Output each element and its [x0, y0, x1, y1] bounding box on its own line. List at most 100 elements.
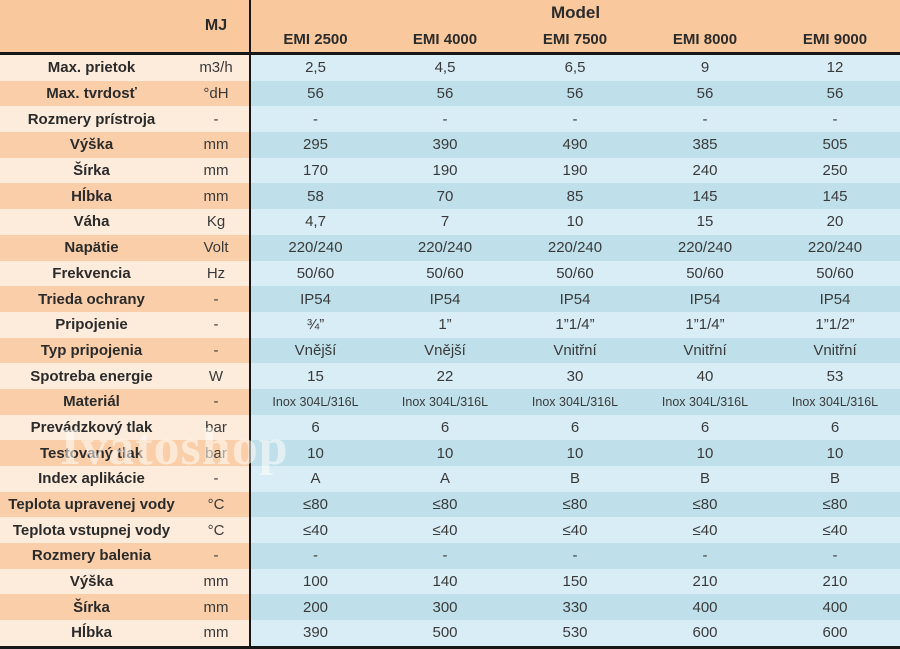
spec-label: Teplota upravenej vody: [0, 491, 183, 518]
spec-label: Pripojenie: [0, 311, 183, 338]
spec-unit: bar: [183, 414, 250, 441]
spec-label: Materiál: [0, 388, 183, 415]
table-row: Hĺbka mm 58 70 85 145 145: [0, 183, 900, 210]
spec-value: -: [380, 543, 510, 569]
spec-value: 530: [510, 620, 640, 649]
spec-value: 50/60: [510, 260, 640, 287]
spec-value: B: [510, 466, 640, 492]
spec-value: 220/240: [510, 234, 640, 261]
spec-unit: mm: [183, 594, 250, 621]
spec-value: 50/60: [249, 260, 380, 287]
spec-value: 4,7: [249, 209, 380, 235]
spec-value: 220/240: [249, 234, 380, 261]
spec-value: 50/60: [770, 260, 900, 287]
spec-unit: -: [183, 106, 250, 133]
spec-unit: mm: [183, 183, 250, 210]
spec-value: -: [640, 543, 770, 569]
spec-value: 10: [640, 440, 770, 466]
spec-value: 385: [640, 132, 770, 158]
table-row: Pripojenie - ¾” 1” 1”1/4” 1”1/4” 1”1/2”: [0, 311, 900, 338]
spec-value: 22: [380, 363, 510, 389]
spec-value: -: [249, 106, 380, 133]
spec-label: Frekvencia: [0, 260, 183, 287]
spec-value: 9: [640, 53, 770, 81]
spec-unit: -: [183, 543, 250, 569]
spec-value: 56: [249, 80, 380, 107]
spec-value: IP54: [510, 286, 640, 312]
table-row: Váha Kg 4,7 7 10 15 20: [0, 209, 900, 235]
spec-label: Index aplikácie: [0, 466, 183, 492]
spec-value: Vnější: [380, 337, 510, 364]
spec-value: 56: [640, 80, 770, 107]
spec-value: 500: [380, 620, 510, 649]
spec-value: 170: [249, 157, 380, 184]
spec-unit: mm: [183, 620, 250, 649]
table-row: Index aplikácie - A A B B B: [0, 466, 900, 492]
table-row: Napätie Volt 220/240 220/240 220/240 220/240 2…: [0, 234, 900, 261]
spec-value: 190: [510, 157, 640, 184]
spec-value: ≤80: [249, 491, 380, 518]
spec-value: -: [510, 543, 640, 569]
spec-label: Trieda ochrany: [0, 286, 183, 312]
spec-unit: °C: [183, 517, 250, 544]
spec-value: 1”1/2”: [770, 311, 900, 338]
spec-value: 85: [510, 183, 640, 210]
spec-value: Vnitřní: [510, 337, 640, 364]
spec-unit: -: [183, 311, 250, 338]
spec-value: 10: [770, 440, 900, 466]
spec-value: Inox 304L/316L: [510, 388, 640, 415]
table-row: Testovaný tlak bar 10 10 10 10 10: [0, 440, 900, 466]
spec-value: 150: [510, 568, 640, 595]
spec-value: 300: [380, 594, 510, 621]
table-row: Trieda ochrany - IP54 IP54 IP54 IP54 IP54: [0, 286, 900, 312]
spec-label: Max. tvrdosť: [0, 80, 183, 107]
spec-value: 56: [380, 80, 510, 107]
spec-label: Prevádzkový tlak: [0, 414, 183, 441]
spec-label: Napätie: [0, 234, 183, 261]
spec-value: 100: [249, 568, 380, 595]
spec-value: 53: [770, 363, 900, 389]
spec-unit: Kg: [183, 209, 250, 235]
table-row: Hĺbka mm 390 500 530 600 600: [0, 620, 900, 649]
spec-unit: -: [183, 286, 250, 312]
spec-unit: °dH: [183, 80, 250, 107]
spec-value: 6: [640, 414, 770, 441]
spec-value: 15: [249, 363, 380, 389]
spec-value: 56: [770, 80, 900, 107]
spec-value: -: [510, 106, 640, 133]
empty-corner-cell: [0, 0, 183, 55]
spec-value: Inox 304L/316L: [640, 388, 770, 415]
spec-value: 145: [640, 183, 770, 210]
spec-label: Typ pripojenia: [0, 337, 183, 364]
spec-unit: °C: [183, 491, 250, 518]
table-row: Rozmery prístroja - - - - - -: [0, 106, 900, 133]
spec-label: Výška: [0, 568, 183, 595]
spec-value: 220/240: [640, 234, 770, 261]
table-row: Typ pripojenia - Vnější Vnější Vnitřní Vnitřn…: [0, 337, 900, 364]
spec-value: 390: [380, 132, 510, 158]
spec-value: 145: [770, 183, 900, 210]
table-row: Výška mm 100 140 150 210 210: [0, 568, 900, 595]
column-header-emi-2500: EMI 2500: [249, 26, 380, 55]
model-names-row: EMI 2500 EMI 4000 EMI 7500 EMI 8000 EMI 9000: [0, 26, 900, 55]
spec-unit: -: [183, 337, 250, 364]
spec-value: ≤40: [640, 517, 770, 544]
spec-unit: -: [183, 388, 250, 415]
spec-value: 210: [770, 568, 900, 595]
table-row: Spotreba energie W 15 22 30 40 53: [0, 363, 900, 389]
spec-value: B: [640, 466, 770, 492]
spec-value: Inox 304L/316L: [770, 388, 900, 415]
spec-value: 12: [770, 53, 900, 81]
spec-value: 200: [249, 594, 380, 621]
spec-value: Inox 304L/316L: [249, 388, 380, 415]
spec-unit: mm: [183, 157, 250, 184]
table-row: Rozmery balenia - - - - - -: [0, 543, 900, 569]
spec-value: -: [770, 543, 900, 569]
spec-unit: Volt: [183, 234, 250, 261]
spec-value: IP54: [640, 286, 770, 312]
spec-value: 10: [510, 440, 640, 466]
table-row: Teplota upravenej vody °C ≤80 ≤80 ≤80 ≤80 ≤80: [0, 491, 900, 518]
spec-value: 210: [640, 568, 770, 595]
spec-value: 6: [249, 414, 380, 441]
spec-value: 600: [770, 620, 900, 649]
